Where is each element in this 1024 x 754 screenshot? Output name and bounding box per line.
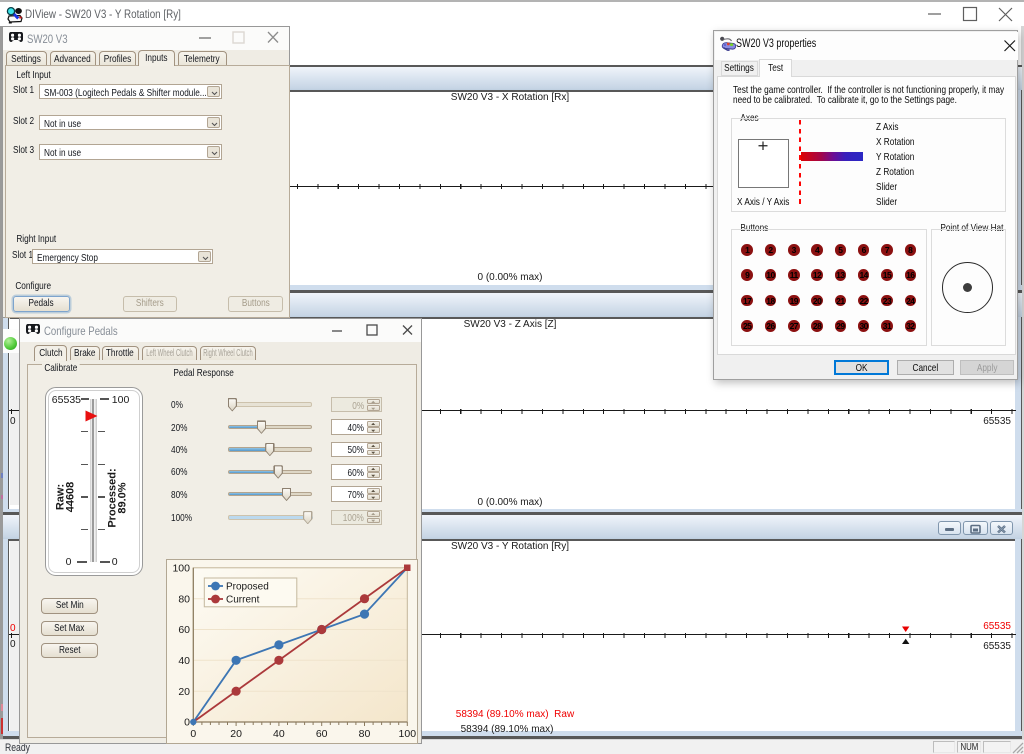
svg-text:80: 80 [178,593,190,605]
svg-text:0: 0 [184,717,190,729]
svg-text:40: 40 [178,655,190,667]
svg-text:60: 60 [316,728,328,740]
svg-text:80: 80 [358,728,370,740]
svg-text:100: 100 [172,563,190,575]
svg-text:20: 20 [178,686,190,698]
svg-text:100: 100 [398,728,416,740]
svg-text:Current: Current [226,594,260,605]
svg-text:20: 20 [230,728,242,740]
svg-text:40: 40 [273,728,285,740]
svg-text:Proposed: Proposed [226,581,269,592]
svg-text:60: 60 [178,624,190,636]
svg-text:0: 0 [190,728,196,740]
